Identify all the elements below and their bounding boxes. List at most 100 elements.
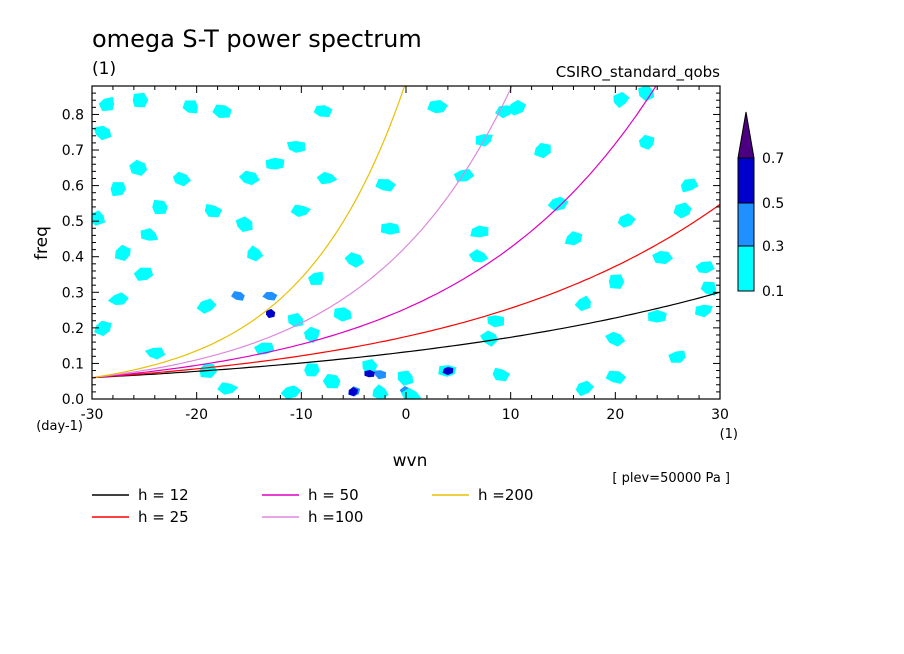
x-tick-label: -10	[290, 407, 313, 423]
chart-title: omega S-T power spectrum	[92, 25, 422, 53]
dispersion-curve	[92, 86, 513, 379]
y-tick-label: 0.1	[62, 356, 84, 372]
colorbar-label: 0.1	[762, 284, 784, 300]
contour-patch	[608, 274, 625, 289]
colorbar-arrow	[737, 111, 755, 159]
contour-patch	[247, 245, 264, 262]
contour-patch	[172, 171, 191, 187]
contour-patch	[304, 363, 320, 377]
contour-patch	[217, 382, 239, 395]
contour-patch	[93, 125, 112, 141]
contour-patch	[680, 178, 699, 193]
contour-patch	[574, 295, 591, 312]
legend-label: h = 12	[138, 486, 189, 504]
contour-patch	[280, 385, 302, 399]
y-unit-label: (day-1)	[36, 419, 83, 434]
colorbar-label: 0.5	[762, 196, 784, 212]
contour-patch	[613, 91, 630, 109]
contour-patch	[196, 298, 217, 314]
contour-patch	[695, 261, 715, 274]
contour-patch	[648, 309, 667, 323]
x-tick-label: -30	[81, 407, 104, 423]
contour-patch	[364, 369, 375, 378]
legend-label: h =100	[308, 508, 363, 526]
contour-patch	[212, 104, 232, 118]
contour-patch	[427, 100, 448, 114]
legend-label: h = 25	[138, 508, 189, 526]
x-tick-label: 30	[711, 407, 729, 423]
contour-patch	[638, 86, 655, 102]
colorbar: 0.1 0.3 0.5 0.7	[737, 111, 784, 300]
contour-patch	[129, 159, 148, 176]
dispersion-curves	[92, 86, 720, 379]
contour-patch	[564, 231, 583, 246]
contour-patch	[304, 326, 320, 344]
contour-patch	[107, 292, 129, 305]
contour-patch	[133, 267, 154, 281]
contour-patch	[308, 271, 324, 285]
dispersion-curve	[92, 203, 720, 379]
contour-patch	[98, 96, 115, 111]
contour-patch	[468, 249, 489, 263]
x-unit-label: (1)	[720, 427, 738, 442]
contour-patch	[668, 350, 686, 363]
contour-patch	[182, 100, 198, 114]
contour-patch	[235, 216, 253, 232]
dispersion-curve	[92, 291, 720, 379]
contour-patch	[380, 222, 400, 235]
contour-patch	[487, 315, 505, 328]
x-tick-label: 20	[606, 407, 624, 423]
contour-patch	[266, 308, 276, 319]
legend: h = 12 h = 25 h = 50 h =100 h =200	[92, 486, 533, 526]
contour-patch	[94, 320, 112, 337]
y-axis-label: freq	[32, 226, 52, 260]
colorbar-label: 0.3	[762, 239, 784, 255]
legend-label: h =200	[478, 486, 533, 504]
x-tick-label: 0	[402, 407, 411, 423]
contour-patch	[132, 92, 149, 108]
contour-patch	[575, 380, 595, 397]
source-label: CSIRO_standard_qobs	[556, 63, 720, 82]
contour-patches	[92, 86, 717, 399]
contour-patch	[348, 387, 358, 397]
contour-patch	[316, 171, 338, 185]
dispersion-curve	[92, 86, 406, 379]
colorbar-label: 0.7	[762, 151, 784, 167]
contour-patch	[453, 169, 475, 182]
colorbar-segment	[737, 245, 755, 292]
chart-subtitle: (1)	[92, 59, 116, 79]
contour-patch	[375, 179, 396, 192]
contour-patch	[700, 281, 717, 296]
y-tick-label: 0.7	[62, 143, 84, 159]
y-tick-label: 0.2	[62, 321, 84, 337]
x-axis-label: wvn	[393, 451, 428, 471]
legend-label: h = 50	[308, 486, 359, 504]
y-tick-label: 0.5	[62, 214, 84, 230]
contour-patch	[470, 225, 489, 238]
contour-patch	[114, 244, 131, 261]
contour-patch	[547, 196, 569, 212]
contour-patch	[480, 330, 498, 347]
contour-patch	[695, 304, 713, 318]
contour-patch	[442, 366, 454, 376]
contour-patch	[652, 251, 673, 265]
y-tick-label: 0.0	[62, 392, 84, 408]
contour-patch	[140, 228, 159, 241]
contour-patch	[605, 331, 626, 347]
contour-patch	[617, 213, 636, 228]
contour-patch	[144, 347, 166, 360]
plev-note: [ plev=50000 Pa ]	[612, 471, 730, 486]
x-tick-label: 10	[502, 407, 520, 423]
contour-patch	[322, 373, 341, 389]
contour-patch	[397, 370, 414, 386]
contour-patch	[286, 141, 306, 153]
contour-patch	[231, 291, 245, 301]
contour-patch	[344, 252, 364, 268]
contour-patch	[265, 157, 285, 170]
contour-patch	[110, 182, 126, 197]
contour-patch	[492, 367, 511, 382]
contour-patch	[605, 370, 627, 384]
contour-patch	[262, 291, 278, 301]
contour-patch	[673, 202, 692, 219]
contour-patch	[204, 203, 223, 218]
